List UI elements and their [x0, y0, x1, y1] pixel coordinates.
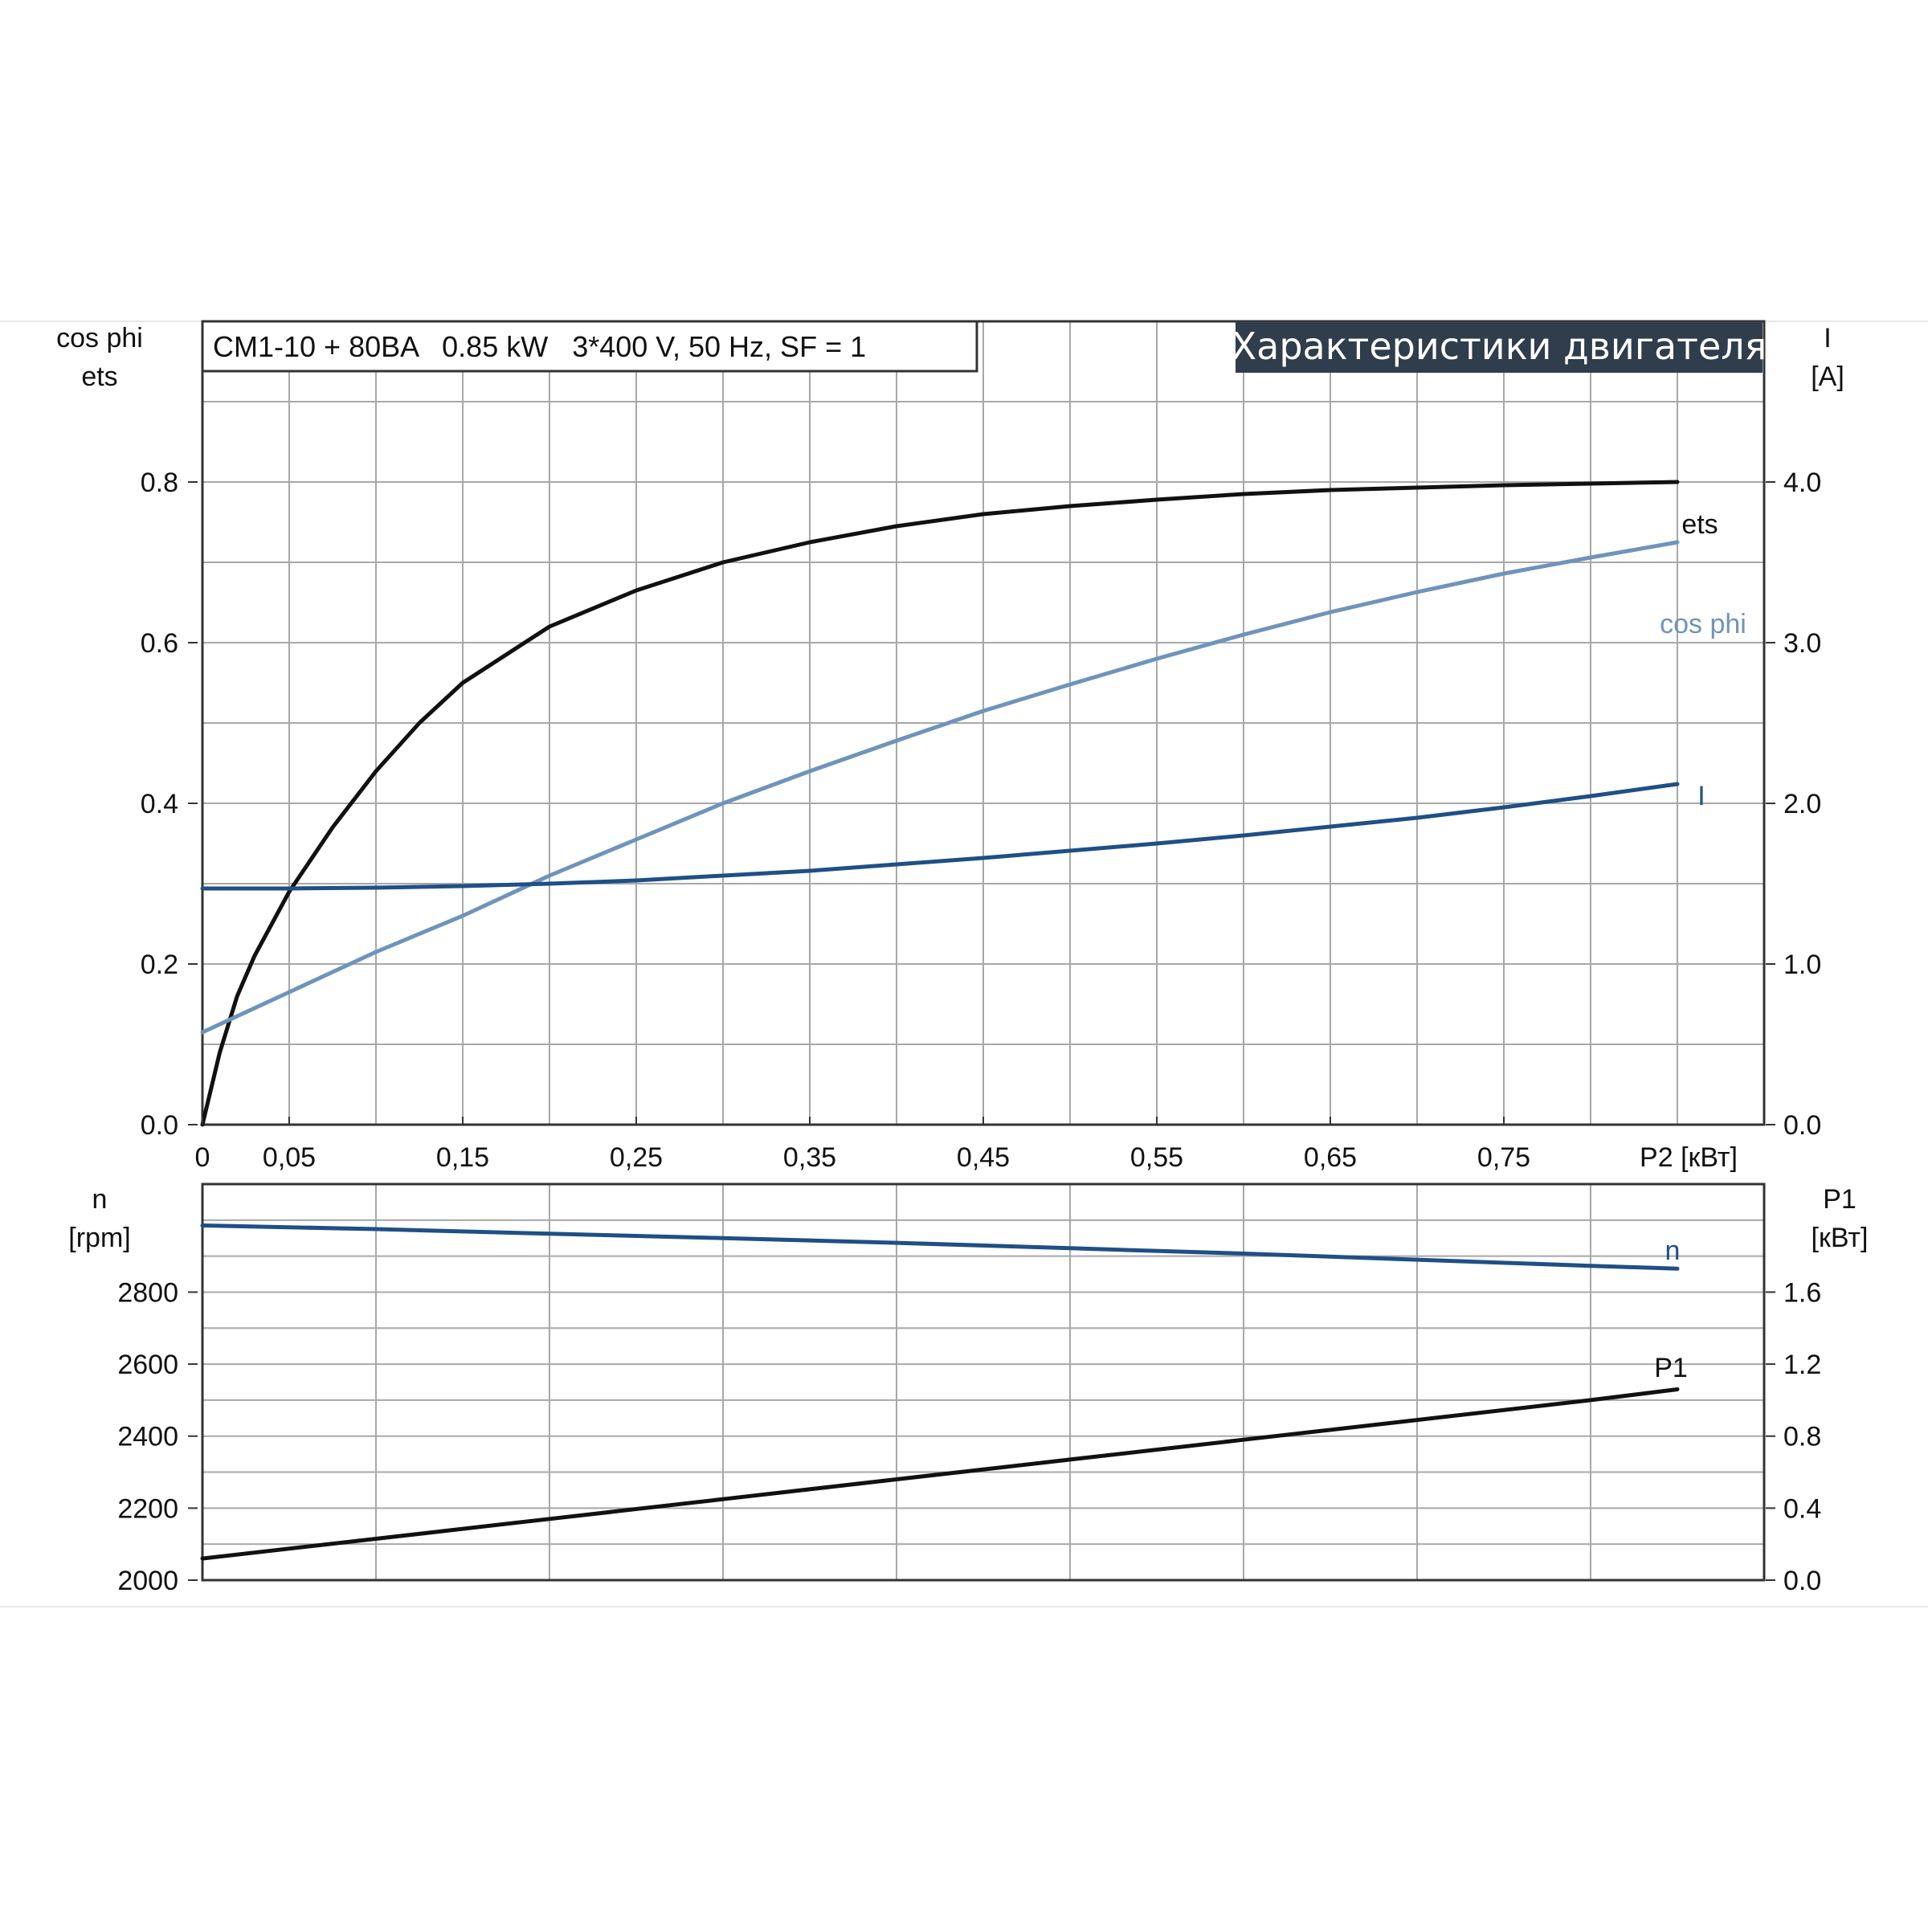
- motor-info-label: CM1-10 + 80BA 0.85 kW 3*400 V, 50 Hz, SF…: [213, 330, 866, 363]
- bottom-panel-frame: [201, 1182, 1766, 1582]
- top-panel-series: ets cos phi I: [200, 480, 1746, 1127]
- series-line-n: [200, 1223, 1680, 1271]
- right-axis-title-bottom-line1: P1: [1823, 1184, 1857, 1215]
- series-label-cos-phi: cos phi: [1660, 609, 1746, 639]
- y-tick-label: 2000: [117, 1566, 178, 1596]
- y-tick-label: 2.0: [1783, 789, 1821, 819]
- chart-title: Характеристики двигателя: [1232, 325, 1767, 368]
- y-tick-label: 0.4: [1783, 1493, 1821, 1524]
- series-label-P1: P1: [1654, 1353, 1688, 1383]
- left-axis-title-top-line2: ets: [81, 361, 117, 392]
- left-axis-title-bottom-line1: n: [92, 1184, 108, 1215]
- series-line-cos-phi: [200, 540, 1680, 1035]
- series-label-n: n: [1665, 1236, 1681, 1266]
- y-tick-label: 0.0: [1783, 1110, 1821, 1141]
- x-tick-label: 0,45: [957, 1142, 1010, 1173]
- top-panel-grid: [202, 321, 1764, 1125]
- x-tick-label: 0,55: [1130, 1142, 1183, 1173]
- y-tick-label: 0.8: [141, 468, 178, 498]
- y-tick-label: 0.2: [141, 950, 178, 980]
- right-axis-title-top-line1: I: [1824, 323, 1831, 353]
- bottom-panel-series: n P1: [200, 1223, 1688, 1561]
- x-tick-label: 0,75: [1477, 1142, 1530, 1173]
- y-tick-label: 4.0: [1783, 468, 1821, 498]
- series-line-I: [200, 782, 1680, 891]
- y-tick-label: 0.8: [1783, 1422, 1821, 1452]
- y-tick-label: 2200: [117, 1493, 178, 1524]
- x-tick-label: 0,25: [610, 1142, 663, 1173]
- y-tick-label: 2400: [117, 1422, 178, 1452]
- x-tick-label: 0,05: [263, 1142, 316, 1173]
- right-axis-title-top-line2: [A]: [1811, 361, 1844, 392]
- x-tick-label: 0,35: [783, 1142, 836, 1173]
- y-tick-label: 0.0: [1783, 1566, 1821, 1596]
- x-tick-label: 0,65: [1304, 1142, 1357, 1173]
- series-line-P1: [200, 1387, 1680, 1561]
- y-tick-label: 2800: [117, 1277, 178, 1308]
- series-line-ets: [200, 480, 1680, 1127]
- series-label-ets: ets: [1681, 509, 1718, 540]
- right-axis-title-bottom-line2: [кВт]: [1812, 1223, 1869, 1253]
- left-axis-title-bottom-line2: [rpm]: [68, 1223, 130, 1253]
- info-box: [201, 320, 978, 373]
- left-axis-title-top-line1: cos phi: [56, 323, 143, 353]
- y-tick-label: 1.2: [1783, 1350, 1821, 1380]
- axis-ticks: 0 0,05 0,15 0,25 0,35 0,45 0,55 0,65 0,75 0.0 0.2 0…: [117, 468, 1821, 1596]
- y-tick-label: 2600: [117, 1350, 178, 1380]
- y-tick-label: 0.0: [141, 1110, 178, 1141]
- series-label-I: I: [1697, 781, 1705, 811]
- y-tick-label: 3.0: [1783, 628, 1821, 659]
- y-tick-label: 1.6: [1783, 1277, 1821, 1308]
- bottom-panel-grid: [202, 1184, 1764, 1580]
- x-tick-label: 0,15: [436, 1142, 489, 1173]
- x-axis-title: P2 [кВт]: [1640, 1142, 1738, 1173]
- y-tick-label: 0.6: [141, 628, 178, 659]
- y-tick-label: 0.4: [141, 789, 178, 819]
- y-tick-label: 1.0: [1783, 950, 1821, 980]
- x-tick-label: 0: [195, 1142, 210, 1173]
- title-box: [1236, 321, 1763, 373]
